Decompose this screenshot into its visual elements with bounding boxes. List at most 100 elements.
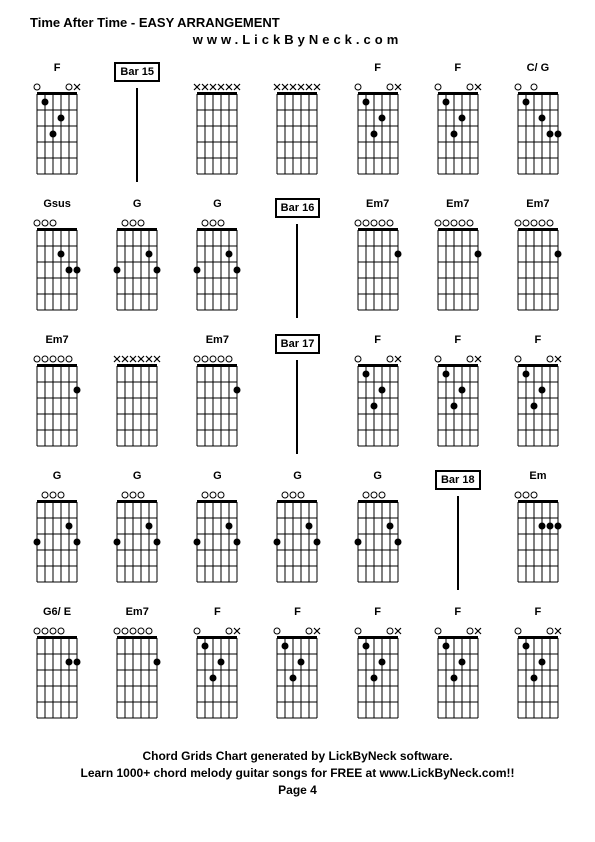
- chord-diagram: [348, 352, 408, 452]
- chord-name-label: Em7: [126, 606, 149, 622]
- page-footer: Chord Grids Chart generated by LickByNec…: [20, 748, 575, 798]
- chord-diagram: [187, 80, 247, 180]
- chord-diagram: [508, 80, 568, 180]
- chord-name-label: Em7: [366, 198, 389, 214]
- chord-cell: G: [100, 198, 174, 328]
- bar-label: Bar 16: [275, 198, 321, 218]
- chord-name-label: Em7: [45, 334, 68, 350]
- chord-cell: G: [341, 470, 415, 600]
- chord-cell: [180, 62, 254, 192]
- chord-diagram: [27, 352, 87, 452]
- chord-diagram: [428, 80, 488, 180]
- chord-cell: Em7: [20, 334, 94, 464]
- footer-line-2: Learn 1000+ chord melody guitar songs fo…: [20, 765, 575, 782]
- chord-name-label: F: [374, 334, 381, 350]
- chord-name-label: F: [454, 606, 461, 622]
- chord-name-label: F: [54, 62, 61, 78]
- chord-name-label: Em: [529, 470, 546, 486]
- chord-diagram: [508, 352, 568, 452]
- chord-cell: F: [20, 62, 94, 192]
- chord-cell: Em7: [180, 334, 254, 464]
- bar-divider-line: [296, 360, 298, 454]
- chord-diagram: [187, 624, 247, 724]
- chord-cell: G: [20, 470, 94, 600]
- chord-name-label: F: [454, 334, 461, 350]
- bar-divider-line: [457, 496, 459, 590]
- chord-diagram: [27, 80, 87, 180]
- chord-diagram: [27, 624, 87, 724]
- chord-name-label: G: [213, 470, 222, 486]
- chord-grid-container: F Bar 15 F F C/ G Gsus G G Bar 16 Em7 Em7 Em7 Em7 Em7…: [20, 62, 575, 736]
- chord-name-label: F: [454, 62, 461, 78]
- chord-name-label: F: [535, 606, 542, 622]
- chord-name-label: Gsus: [43, 198, 71, 214]
- chord-diagram: [508, 624, 568, 724]
- chord-diagram: [107, 216, 167, 316]
- chord-name-label: F: [214, 606, 221, 622]
- chord-name-label: G6/ E: [43, 606, 71, 622]
- bar-marker-cell: Bar 17: [260, 334, 334, 464]
- chord-name-label: Em7: [446, 198, 469, 214]
- page-number: Page 4: [20, 782, 575, 799]
- chord-cell: F: [421, 334, 495, 464]
- chord-name-label: G: [293, 470, 302, 486]
- chord-name-label: G: [133, 470, 142, 486]
- chord-diagram: [428, 216, 488, 316]
- bar-label: Bar 15: [114, 62, 160, 82]
- bar-divider-line: [136, 88, 138, 182]
- bar-marker-cell: Bar 15: [100, 62, 174, 192]
- chord-diagram: [187, 488, 247, 588]
- chord-name-label: F: [374, 62, 381, 78]
- chord-cell: F: [501, 334, 575, 464]
- chord-name-label: Em7: [526, 198, 549, 214]
- chord-name-label: F: [535, 334, 542, 350]
- chord-cell: F: [421, 62, 495, 192]
- chord-diagram: [107, 624, 167, 724]
- chord-diagram: [428, 352, 488, 452]
- bar-marker-cell: Bar 18: [421, 470, 495, 600]
- site-subtitle: www.LickByNeck.com: [20, 32, 575, 47]
- chord-diagram: [187, 352, 247, 452]
- chord-diagram: [27, 488, 87, 588]
- chord-diagram: [267, 80, 327, 180]
- chord-name-label: G: [133, 198, 142, 214]
- chord-cell: Em7: [501, 198, 575, 328]
- chord-cell: Em7: [341, 198, 415, 328]
- chord-cell: G: [180, 198, 254, 328]
- chord-cell: Em7: [100, 606, 174, 736]
- chord-diagram: [348, 216, 408, 316]
- bar-divider-line: [296, 224, 298, 318]
- page-header: Time After Time - EASY ARRANGEMENT www.L…: [20, 15, 575, 47]
- bar-label: Bar 17: [275, 334, 321, 354]
- song-title: Time After Time - EASY ARRANGEMENT: [30, 15, 575, 30]
- chord-name-label: G: [53, 470, 62, 486]
- chord-diagram: [107, 352, 167, 452]
- chord-cell: Em: [501, 470, 575, 600]
- chord-name-label: Em7: [206, 334, 229, 350]
- chord-diagram: [267, 488, 327, 588]
- chord-cell: Gsus: [20, 198, 94, 328]
- chord-diagram: [428, 624, 488, 724]
- chord-cell: G: [180, 470, 254, 600]
- chord-name-label: F: [294, 606, 301, 622]
- chord-cell: F: [180, 606, 254, 736]
- chord-cell: G: [100, 470, 174, 600]
- chord-cell: F: [260, 606, 334, 736]
- chord-cell: C/ G: [501, 62, 575, 192]
- chord-diagram: [508, 488, 568, 588]
- chord-cell: F: [341, 334, 415, 464]
- chord-cell: [260, 62, 334, 192]
- bar-marker-cell: Bar 16: [260, 198, 334, 328]
- chord-cell: Em7: [421, 198, 495, 328]
- chord-name-label: F: [374, 606, 381, 622]
- chord-cell: F: [341, 606, 415, 736]
- chord-cell: [100, 334, 174, 464]
- chord-diagram: [348, 80, 408, 180]
- chord-diagram: [187, 216, 247, 316]
- chord-cell: F: [501, 606, 575, 736]
- bar-label: Bar 18: [435, 470, 481, 490]
- chord-diagram: [348, 624, 408, 724]
- chord-diagram: [27, 216, 87, 316]
- chord-diagram: [107, 488, 167, 588]
- footer-line-1: Chord Grids Chart generated by LickByNec…: [20, 748, 575, 765]
